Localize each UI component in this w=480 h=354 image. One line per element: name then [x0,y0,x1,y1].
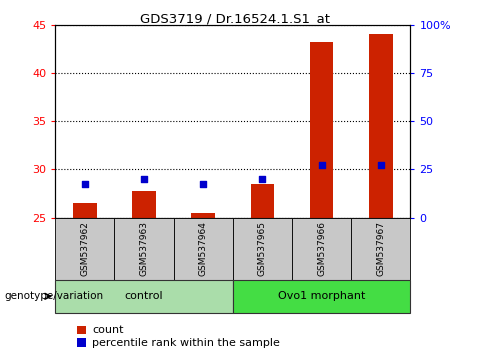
Point [140,176,148,182]
Text: GDS3719 / Dr.16524.1.S1_at: GDS3719 / Dr.16524.1.S1_at [140,12,330,25]
Text: control: control [125,291,163,302]
Point [199,181,207,187]
Bar [233,280,410,313]
Bar [310,42,334,218]
Point [318,162,325,167]
Bar [192,213,215,218]
Point [259,176,266,182]
Text: GSM537962: GSM537962 [80,221,89,276]
Bar [77,338,86,347]
Bar [55,218,114,280]
Bar [351,218,410,280]
Bar [114,218,174,280]
Text: count: count [92,325,124,335]
Text: GSM537967: GSM537967 [376,221,385,276]
Point [377,162,384,167]
Text: GSM537966: GSM537966 [317,221,326,276]
Text: GSM537964: GSM537964 [199,221,208,276]
Bar [132,191,156,218]
Bar [369,34,393,218]
Bar [73,203,96,218]
Text: genotype/variation: genotype/variation [5,291,104,301]
Bar [233,218,292,280]
Bar [292,218,351,280]
Bar [251,184,274,218]
Point [81,181,89,187]
Bar [55,280,233,313]
Bar [174,218,233,280]
Bar [77,326,86,334]
Text: percentile rank within the sample: percentile rank within the sample [92,338,280,348]
Text: GSM537963: GSM537963 [140,221,148,276]
Text: Ovo1 morphant: Ovo1 morphant [278,291,365,302]
Text: GSM537965: GSM537965 [258,221,267,276]
